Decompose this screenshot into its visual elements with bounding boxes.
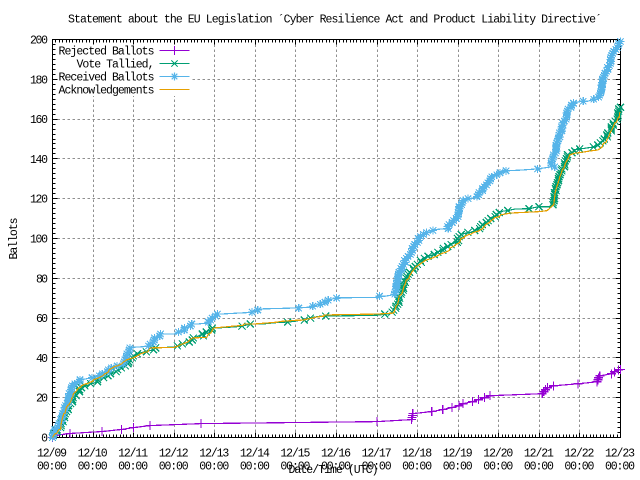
svg-text:00:00: 00:00 (118, 461, 148, 474)
svg-text:200: 200 (30, 35, 48, 48)
svg-text:140: 140 (30, 154, 48, 167)
svg-text:00:00: 00:00 (240, 461, 270, 474)
svg-text:Received Ballots: Received Ballots (59, 72, 155, 85)
svg-text:12/15: 12/15 (280, 448, 310, 461)
svg-text:Vote Tallied,: Vote Tallied, (77, 59, 155, 72)
svg-text:12/10: 12/10 (78, 448, 108, 461)
svg-text:00:00: 00:00 (443, 461, 473, 474)
svg-text:00:00: 00:00 (605, 461, 635, 474)
svg-text:Statement about the EU Legisla: Statement about the EU Legislation ´Cybe… (68, 14, 602, 27)
svg-text:00:00: 00:00 (362, 461, 392, 474)
svg-text:12/14: 12/14 (240, 448, 270, 461)
svg-text:00:00: 00:00 (199, 461, 229, 474)
svg-text:60: 60 (36, 313, 48, 326)
svg-text:12/22: 12/22 (564, 448, 594, 461)
svg-text:12/09: 12/09 (37, 448, 67, 461)
svg-text:12/20: 12/20 (483, 448, 513, 461)
svg-text:00:00: 00:00 (280, 461, 310, 474)
svg-text:180: 180 (30, 74, 48, 87)
svg-text:00:00: 00:00 (524, 461, 554, 474)
svg-text:12/13: 12/13 (199, 448, 229, 461)
svg-text:100: 100 (30, 234, 48, 247)
svg-text:120: 120 (30, 194, 48, 207)
svg-text:Ballots: Ballots (8, 218, 21, 260)
svg-text:12/17: 12/17 (362, 448, 392, 461)
svg-text:00:00: 00:00 (78, 461, 108, 474)
svg-text:00:00: 00:00 (37, 461, 67, 474)
svg-text:12/23: 12/23 (605, 448, 635, 461)
svg-text:40: 40 (36, 353, 48, 366)
svg-text:12/21: 12/21 (524, 448, 554, 461)
svg-text:00:00: 00:00 (483, 461, 513, 474)
svg-text:00:00: 00:00 (321, 461, 351, 474)
svg-text:12/11: 12/11 (118, 448, 148, 461)
svg-text:Rejected Ballots: Rejected Ballots (59, 46, 155, 59)
svg-text:0: 0 (41, 433, 48, 446)
svg-text:12/18: 12/18 (402, 448, 432, 461)
svg-text:00:00: 00:00 (564, 461, 594, 474)
svg-text:12/12: 12/12 (159, 448, 189, 461)
svg-text:160: 160 (30, 114, 48, 127)
svg-text:Date/Time (UTC): Date/Time (UTC) (289, 464, 379, 477)
svg-text:80: 80 (36, 273, 48, 286)
svg-text:00:00: 00:00 (402, 461, 432, 474)
svg-text:20: 20 (36, 393, 48, 406)
svg-text:Acknowledgements: Acknowledgements (59, 85, 155, 98)
svg-text:12/19: 12/19 (443, 448, 473, 461)
svg-text:00:00: 00:00 (159, 461, 189, 474)
svg-text:12/16: 12/16 (321, 448, 351, 461)
